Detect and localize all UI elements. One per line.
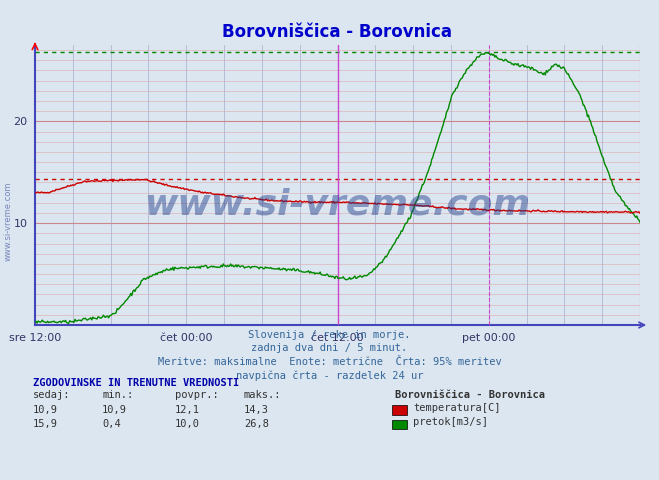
Text: zadnja dva dni / 5 minut.: zadnja dva dni / 5 minut. — [251, 343, 408, 353]
Text: 14,3: 14,3 — [244, 405, 269, 415]
Text: 26,8: 26,8 — [244, 419, 269, 429]
Text: maks.:: maks.: — [244, 390, 281, 400]
Text: pretok[m3/s]: pretok[m3/s] — [413, 417, 488, 427]
Text: 10,0: 10,0 — [175, 419, 200, 429]
Text: www.si-vreme.com: www.si-vreme.com — [144, 188, 530, 222]
Text: 10,9: 10,9 — [33, 405, 58, 415]
Text: ZGODOVINSKE IN TRENUTNE VREDNOSTI: ZGODOVINSKE IN TRENUTNE VREDNOSTI — [33, 378, 239, 388]
Text: min.:: min.: — [102, 390, 133, 400]
Text: Slovenija / reke in morje.: Slovenija / reke in morje. — [248, 330, 411, 340]
Text: sedaj:: sedaj: — [33, 390, 71, 400]
Text: navpična črta - razdelek 24 ur: navpična črta - razdelek 24 ur — [236, 370, 423, 381]
Text: povpr.:: povpr.: — [175, 390, 218, 400]
Text: Meritve: maksimalne  Enote: metrične  Črta: 95% meritev: Meritve: maksimalne Enote: metrične Črta… — [158, 357, 501, 367]
Text: 12,1: 12,1 — [175, 405, 200, 415]
Text: 0,4: 0,4 — [102, 419, 121, 429]
Text: temperatura[C]: temperatura[C] — [413, 403, 501, 413]
Text: Borovniščica - Borovnica: Borovniščica - Borovnica — [395, 390, 546, 400]
Title: Borovniščica - Borovnica: Borovniščica - Borovnica — [223, 23, 453, 41]
Text: www.si-vreme.com: www.si-vreme.com — [3, 181, 13, 261]
Text: 10,9: 10,9 — [102, 405, 127, 415]
Text: 15,9: 15,9 — [33, 419, 58, 429]
